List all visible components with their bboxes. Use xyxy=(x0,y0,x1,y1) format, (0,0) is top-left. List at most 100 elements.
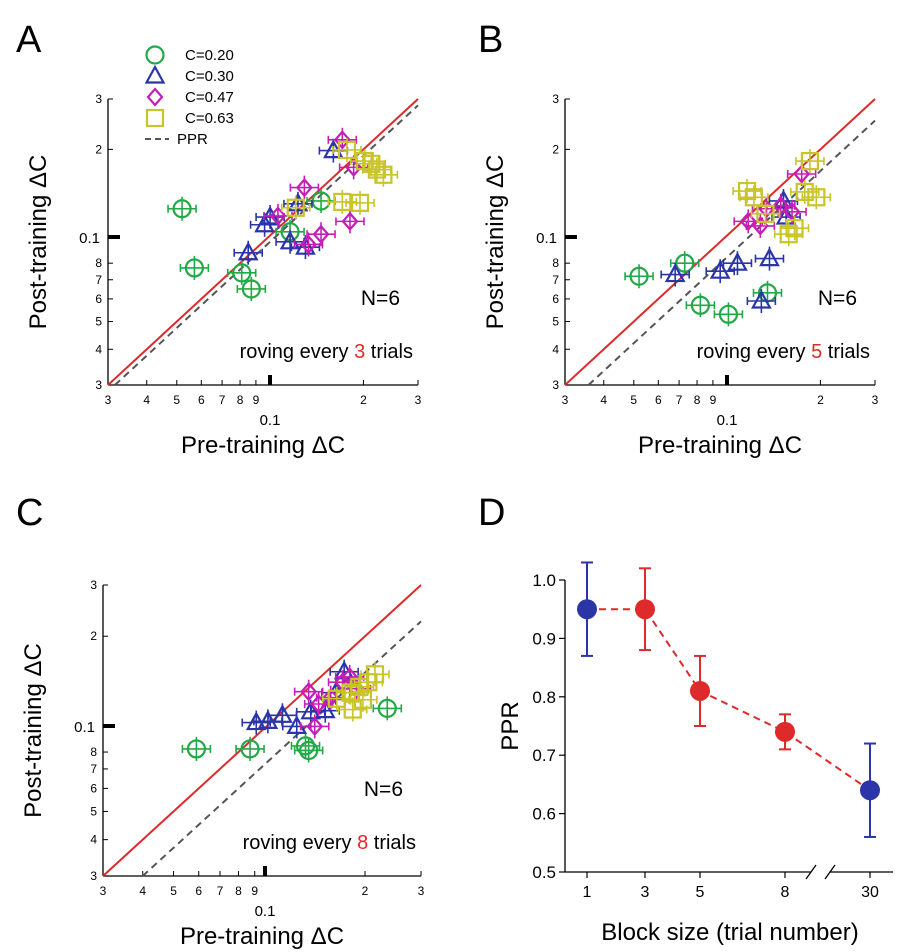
legend-marker-square xyxy=(145,108,165,128)
panel-d-x-tick-label: 3 xyxy=(641,884,650,901)
panel-d-x-axis-label: Block size (trial number) xyxy=(601,919,858,946)
panel-b-point-square xyxy=(795,182,814,202)
panel-a-x-tick-label: 9 xyxy=(253,393,260,407)
panel-a-point-circle xyxy=(172,199,192,219)
panel-a-identity-line xyxy=(107,98,419,386)
legend-entry-label: C=0.47 xyxy=(185,89,234,106)
panel-b-y-tick-label: 7 xyxy=(552,273,559,287)
panel-a-y-axis-label: Post-training ΔC xyxy=(25,155,52,330)
panel-a-point-triangle xyxy=(287,192,309,212)
panel-c-point-circle xyxy=(299,740,319,761)
panel-b-point-square xyxy=(756,204,775,223)
panel-c-point-circle xyxy=(377,698,397,718)
panel-a-y-tick-label: 4 xyxy=(95,342,102,356)
panel-d-y-tick-label: 0.7 xyxy=(532,746,556,765)
panel-a-point-square xyxy=(374,165,393,184)
panel-a-y-tick-label: 3 xyxy=(95,378,102,392)
panel-b-y-tick-label: 5 xyxy=(552,315,559,329)
panel-b-point-circle xyxy=(690,295,710,315)
panel-d-ppr-line xyxy=(587,608,871,792)
legend-entry-label: C=0.20 xyxy=(185,47,234,64)
panel-a-point-triangle xyxy=(237,241,259,261)
panel-b-identity-line xyxy=(564,98,876,386)
panel-c-n-label: N=6 xyxy=(364,778,403,801)
panel-b-point-square xyxy=(800,151,820,171)
panel-a-point-diamond xyxy=(295,177,313,198)
panel-a-roving-label: roving every 3 trials xyxy=(240,341,413,363)
panel-b-point-circle xyxy=(675,253,695,273)
panel-letter-b: B xyxy=(478,19,503,61)
panel-b-roving-label: roving every 5 trials xyxy=(697,341,870,363)
panel-a-y-major-tick xyxy=(108,235,120,239)
panel-c-point-triangle xyxy=(257,710,279,729)
legend-marker-triangle xyxy=(144,64,166,84)
panel-c-y-tick-label: 3 xyxy=(90,869,97,883)
panel-c-y-axis-label: Post-training ΔC xyxy=(20,643,47,818)
panel-c-point-diamond xyxy=(300,681,318,702)
panel-c-y-tick-label: 5 xyxy=(90,804,97,818)
panel-a-y-tick-label: 2 xyxy=(95,142,102,156)
panel-d-y-axis-label: PPR xyxy=(497,701,524,750)
panel-a-point-diamond xyxy=(269,206,287,226)
panel-c-x-axis-label: Pre-training ΔC xyxy=(180,923,344,950)
legend-entry-label: PPR xyxy=(177,131,208,148)
panel-b-n-label: N=6 xyxy=(818,287,857,310)
panel-a-roving-suffix: trials xyxy=(365,341,413,363)
panel-a-y-major-label: 0.1 xyxy=(79,230,100,247)
panel-a-point-diamond xyxy=(312,224,330,244)
panel-d-y-tick-label: 1.0 xyxy=(532,571,556,590)
panel-a-x-tick-label: 4 xyxy=(143,393,150,407)
panel-b-point-triangle xyxy=(727,251,748,271)
panel-a-y-tick-label: 7 xyxy=(95,273,102,287)
panel-c-roving-prefix: roving every xyxy=(243,832,358,854)
panel-d-point xyxy=(635,599,655,620)
panel-a-x-tick-label: 8 xyxy=(237,393,244,407)
panel-a-point-diamond xyxy=(333,130,351,150)
panel-a-roving-prefix: roving every xyxy=(240,341,355,363)
panel-b-point-diamond xyxy=(739,211,757,232)
panel-b-point-square xyxy=(785,219,804,238)
panel-c-x-tick-label: 3 xyxy=(418,884,425,898)
panel-a-x-axis-label: Pre-training ΔC xyxy=(181,432,345,459)
panel-d-x-tick-label: 30 xyxy=(861,884,879,901)
panel-a-y-tick-label: 5 xyxy=(95,315,102,329)
panel-a-point-circle xyxy=(232,263,252,283)
panel-letter-d: D xyxy=(478,492,505,534)
panel-letter-c: C xyxy=(16,492,43,534)
panel-c-identity-line xyxy=(102,584,422,877)
panel-c-y-tick-label: 8 xyxy=(90,745,97,759)
panel-a-point-diamond xyxy=(345,157,363,178)
panel-d-y-tick-label: 0.9 xyxy=(532,629,556,648)
panel-b-y-tick-label: 2 xyxy=(552,142,559,156)
panel-b-y-axis-label: Post-training ΔC xyxy=(482,155,509,330)
panel-d-point xyxy=(577,599,597,620)
panel-c-y-tick-label: 6 xyxy=(90,781,97,795)
panel-b-x-axis-label: Pre-training ΔC xyxy=(638,432,802,459)
panel-a-point-square xyxy=(333,192,352,212)
panel-b-roving-suffix: trials xyxy=(822,341,870,363)
panel-b-x-tick-label: 2 xyxy=(817,393,824,407)
panel-a-point-square xyxy=(337,140,357,160)
panel-c-y-tick-label: 2 xyxy=(90,629,97,643)
panel-c-roving-number: 8 xyxy=(357,832,368,854)
panel-b-x-major-label: 0.1 xyxy=(717,412,738,429)
panel-b-point-diamond xyxy=(793,164,811,184)
panel-b-y-tick-label: 8 xyxy=(552,256,559,270)
panel-a-point-diamond xyxy=(300,234,317,255)
panel-d-y-tick-label: 0.6 xyxy=(532,805,556,824)
panel-d-axis-break xyxy=(805,864,817,880)
panel-c-point-circle xyxy=(186,739,207,759)
panel-c-point-square xyxy=(365,665,385,684)
panel-c-point-triangle xyxy=(272,704,293,723)
panel-c-point-square xyxy=(343,700,362,719)
panel-a-x-tick-label: 2 xyxy=(360,393,367,407)
panel-a-y-tick-label: 6 xyxy=(95,292,102,306)
panel-b-point-square xyxy=(744,188,763,207)
panel-d-y-tick-label: 0.5 xyxy=(532,863,556,882)
panel-b-x-tick-label: 7 xyxy=(676,393,683,407)
panel-c-y-tick-label: 3 xyxy=(90,578,97,592)
